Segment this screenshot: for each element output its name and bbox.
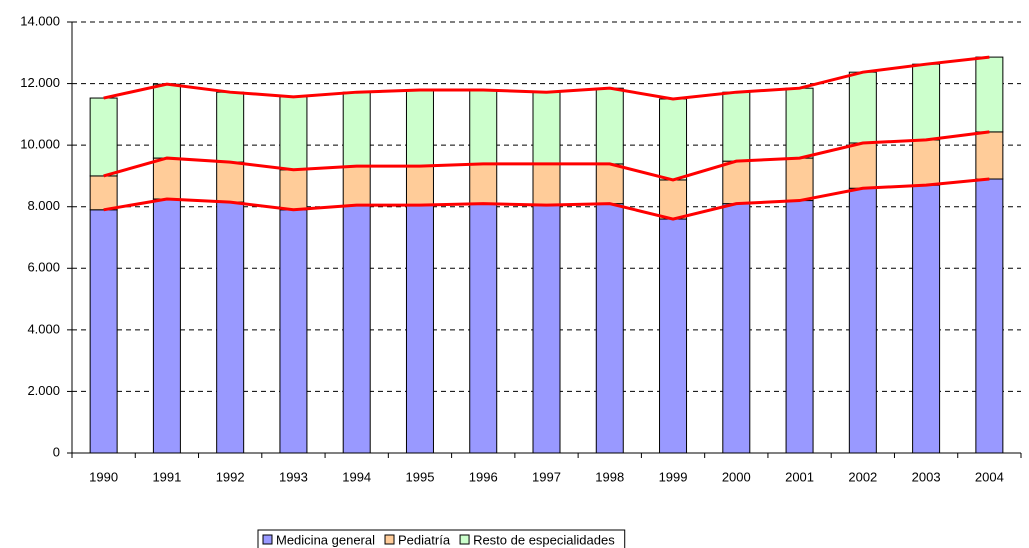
- stack-line: [103, 55, 990, 101]
- bar-segment: [975, 178, 1004, 454]
- x-tick-label: 1992: [216, 469, 245, 484]
- bar-segment: [595, 163, 624, 205]
- legend-label: Pediatría: [398, 532, 451, 547]
- y-tick-label: 2.000: [27, 383, 60, 398]
- bar-segment: [532, 204, 561, 454]
- bar-segment: [785, 157, 814, 202]
- bar-segment: [912, 63, 941, 141]
- x-tick-label: 2001: [785, 469, 814, 484]
- x-tick-label: 1997: [532, 469, 561, 484]
- axes: 0 2.000 4.000 6.000 8.000 10.000 12.000 14.000 1…: [20, 13, 1022, 484]
- bar-segment: [89, 175, 118, 211]
- bar-segment: [216, 161, 245, 203]
- bar-segment: [532, 91, 561, 165]
- x-tick-label: 2002: [848, 469, 877, 484]
- bar-segment: [279, 96, 308, 171]
- x-tick-label: 2000: [722, 469, 751, 484]
- bar-segment: [216, 91, 245, 163]
- bar-segment: [722, 160, 751, 205]
- bar-segment: [405, 89, 434, 167]
- y-tick-label: 12.000: [20, 75, 60, 90]
- x-tick-label: 2003: [912, 469, 941, 484]
- legend: Medicina general Pediatría Resto de especi…: [257, 529, 626, 548]
- stack-line: [103, 177, 990, 221]
- bar-segment: [975, 56, 1004, 133]
- bar-segment: [785, 200, 814, 454]
- stack-line: [103, 130, 990, 182]
- stack-lines: [103, 55, 990, 221]
- bar-segment: [469, 203, 498, 454]
- bar-segment: [659, 179, 688, 220]
- x-tick-label: 1993: [279, 469, 308, 484]
- bar-segment: [532, 163, 561, 206]
- bar-segment: [722, 91, 751, 162]
- bar-segment: [279, 169, 308, 211]
- bar-segment: [469, 163, 498, 205]
- bar-segment: [152, 198, 181, 454]
- x-tick-label: 1991: [152, 469, 181, 484]
- bar-segment: [722, 203, 751, 454]
- bar-segment: [216, 201, 245, 454]
- legend-label: Resto de especialidades: [473, 532, 615, 547]
- bar-segment: [595, 87, 624, 165]
- y-tick-label: 6.000: [27, 260, 60, 275]
- bar-segment: [89, 97, 118, 177]
- legend-box: [257, 529, 626, 548]
- bar-segment: [785, 87, 814, 159]
- y-tick-label: 14.000: [20, 13, 60, 28]
- bar-segment: [405, 165, 434, 206]
- x-tick-label: 1995: [406, 469, 435, 484]
- x-tick-label: 1994: [342, 469, 371, 484]
- x-tick-label: 1996: [469, 469, 498, 484]
- bar-segment: [659, 98, 688, 181]
- bar-segment: [975, 131, 1004, 180]
- x-tick-label: 2004: [975, 469, 1004, 484]
- y-tick-label: 4.000: [27, 321, 60, 336]
- bar-segment: [279, 209, 308, 454]
- y-tick-label: 8.000: [27, 198, 60, 213]
- bar-segment: [848, 187, 877, 454]
- bar-segment: [89, 209, 118, 454]
- bar-segment: [342, 165, 371, 206]
- legend-swatch: [384, 534, 395, 545]
- x-tick-label: 1998: [595, 469, 624, 484]
- legend-label: Medicina general: [276, 532, 375, 547]
- bar-segment: [342, 204, 371, 454]
- bar-segment: [659, 218, 688, 454]
- bar-segment: [595, 203, 624, 454]
- bars: [89, 56, 1004, 454]
- bar-segment: [342, 91, 371, 167]
- bar-segment: [848, 142, 877, 189]
- legend-swatch: [262, 534, 273, 545]
- x-tick-label: 1999: [659, 469, 688, 484]
- bar-segment: [152, 83, 181, 159]
- bar-segment: [405, 204, 434, 454]
- y-tick-label: 10.000: [20, 137, 60, 152]
- x-tick-label: 1990: [89, 469, 118, 484]
- bar-segment: [912, 139, 941, 186]
- bar-segment: [912, 184, 941, 454]
- legend-swatch: [459, 534, 470, 545]
- y-tick-label: 0: [53, 444, 60, 459]
- bar-segment: [469, 89, 498, 165]
- bar-segment: [152, 157, 181, 200]
- bar-segment: [848, 71, 877, 144]
